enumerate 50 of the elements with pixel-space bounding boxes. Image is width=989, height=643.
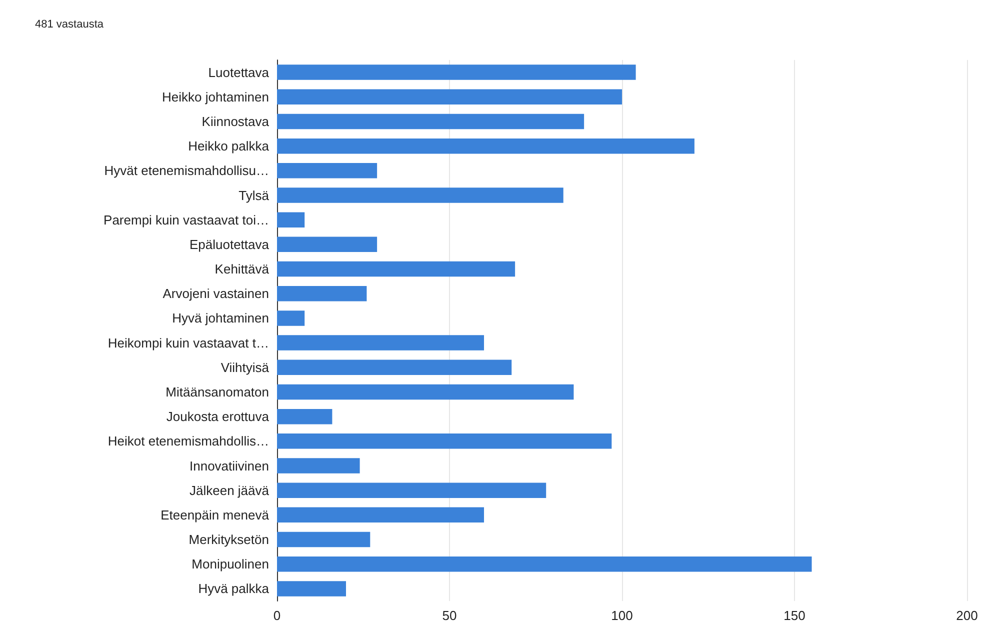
bar [277,310,305,326]
y-tick-label: Tylsä [238,188,270,203]
y-tick-label: Innovatiivinen [190,458,269,474]
bar [277,458,360,474]
y-tick-label: Hyvät etenemismahdollisu… [104,163,269,178]
y-tick-label: Hyvä johtaminen [172,310,269,326]
y-tick-label: Epäluotettava [189,236,270,252]
y-tick-label: Arvojeni vastainen [162,286,269,302]
bar [277,163,378,178]
y-tick-label: Merkityksetön [188,532,269,548]
y-tick-label: Joukosta erottuva [166,409,270,424]
bar [277,64,636,80]
bar [277,532,370,548]
bar [277,434,612,449]
y-tick-label: Heikot etenemismahdollis… [108,434,269,449]
y-tick-label: Heikko johtaminen [162,89,269,104]
x-tick-label: 50 [442,608,457,623]
y-tick-label: Jälkeen jäävä [190,482,270,498]
y-tick-label: Kehittävä [214,262,270,277]
y-tick-label: Luotettava [208,64,270,80]
bar [277,335,484,350]
bar [277,114,584,130]
bar [277,581,346,596]
x-tick-label: 0 [273,608,281,623]
x-tick-label: 100 [611,608,633,623]
bar [277,236,378,252]
y-tick-label: Viihtyisä [220,360,270,375]
bar [277,89,622,105]
bar [277,482,546,498]
text: 481 vastausta [35,18,104,30]
y-tick-label: Heikko palkka [188,138,270,154]
y-tick-label: Hyvä palkka [198,581,270,596]
x-tick-label: 200 [956,608,978,623]
bar [277,138,694,154]
bar [277,556,812,572]
bar [277,212,305,228]
bar [277,408,332,424]
bar [277,286,367,302]
bar [277,188,564,203]
y-tick-label: Parempi kuin vastaavat toi… [104,212,269,228]
bar [277,261,516,277]
y-tick-label: Mitäänsanomaton [166,384,269,400]
y-tick-label: Heikompi kuin vastaavat t… [108,335,269,350]
bar [277,384,574,400]
y-tick-label: Kiinnostava [202,114,270,129]
bar [277,360,512,376]
y-tick-label: Monipuolinen [192,556,269,572]
y-tick-label: Eteenpäin menevä [160,507,270,522]
bar [277,507,484,523]
x-tick-label: 150 [784,608,806,623]
